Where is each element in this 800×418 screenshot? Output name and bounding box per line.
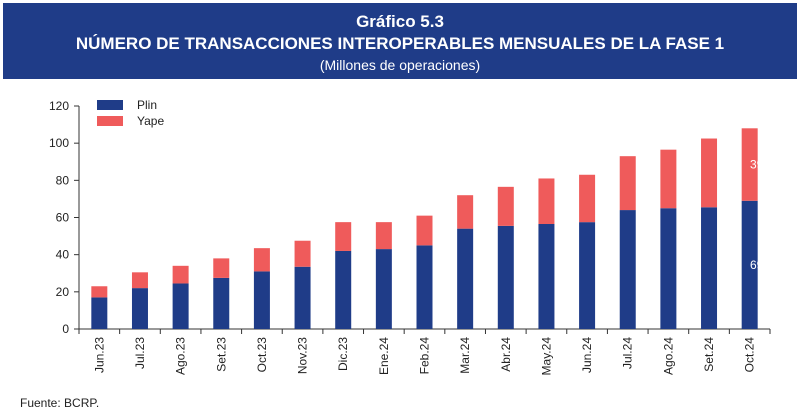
x-tick-label: Ago.23 [174,337,188,375]
y-tick-label: 20 [56,285,70,299]
bar-yape-dic-23 [335,222,352,251]
x-tick-label: Set.23 [214,337,228,372]
x-tick-label: Ago.24 [661,337,675,375]
bar-plin-ago-24 [660,208,677,329]
bar-yape-abr-24 [497,186,514,226]
bar-plin-set-23 [213,277,230,329]
bar-plin-may-24 [538,224,555,329]
x-tick-label: Jun.23 [92,337,106,373]
bar-yape-jun-23 [91,286,108,298]
y-tick-label: 100 [49,136,69,150]
x-tick-label: May.24 [539,337,553,376]
x-tick-label: Dic.23 [336,337,350,371]
bar-yape-oct-24 [741,128,758,201]
bar-yape-feb-24 [416,215,433,246]
bar-yape-jul-24 [619,156,636,211]
y-tick-label: 40 [56,248,70,262]
chart-bars [91,128,758,329]
y-tick-label: 0 [62,322,69,336]
bar-plin-set-24 [701,207,718,329]
y-tick-label: 120 [49,99,69,113]
legend-swatch-yape [97,116,123,126]
bar-plin-oct-24 [741,200,758,329]
bar-plin-oct-23 [253,271,270,329]
x-tick-label: Feb.24 [418,337,432,375]
bar-plin-jul-23 [131,288,148,329]
data-label-plin: 69 [750,258,764,272]
chart-labels: 69 39 [750,158,764,272]
bar-plin-dic-23 [335,250,352,329]
bar-plin-feb-24 [416,245,433,329]
bar-plin-mar-24 [457,228,474,329]
bar-plin-jun-24 [579,222,596,329]
bar-plin-jul-24 [619,210,636,329]
bar-yape-jun-24 [579,174,596,223]
bar-yape-nov-23 [294,240,311,267]
y-tick-label: 80 [56,173,70,187]
x-tick-label: Jun.24 [580,337,594,373]
bar-yape-set-23 [213,258,230,278]
chart-legend: Plin Yape [97,98,164,128]
bar-chart: 0 20 40 60 80 100 120 Jun.23 Jul.23 Ago.23 Set.23 O… [49,98,771,376]
bar-yape-jul-23 [131,272,148,289]
x-tick-label: Mar.24 [458,337,472,374]
chart-unit: (Millones de operaciones) [319,57,481,73]
y-tick-label: 60 [56,211,70,225]
chart-axes: 0 20 40 60 80 100 120 Jun.23 Jul.23 Ago.23 Set.23 O… [49,99,771,376]
x-tick-label: Abr.24 [499,337,513,372]
bar-yape-mar-24 [457,195,474,229]
source-note: Fuente: BCRP. [20,396,100,410]
x-tick-label: Set.24 [702,337,716,372]
bar-plin-ene-24 [375,249,392,329]
x-tick-label: Oct.24 [743,337,757,373]
bar-yape-set-24 [701,138,718,208]
bar-plin-nov-23 [294,266,311,329]
bar-plin-jun-23 [91,297,108,329]
chart-title: NÚMERO DE TRANSACCIONES INTEROPERABLES M… [75,34,725,53]
bar-yape-ene-24 [375,222,392,250]
x-tick-label: Jul.24 [621,337,635,369]
bar-plin-ago-23 [172,283,189,329]
bar-plin-abr-24 [497,225,514,329]
legend-label-plin: Plin [137,98,157,112]
x-tick-label: Oct.23 [255,337,269,373]
bar-yape-oct-23 [253,248,270,272]
bar-yape-may-24 [538,178,555,225]
data-label-yape: 39 [750,158,764,172]
chart-number-title: Gráfico 5.3 [356,12,444,31]
x-tick-label: Ene.24 [377,337,391,375]
legend-label-yape: Yape [137,114,164,128]
legend-swatch-plin [97,100,123,110]
x-tick-label: Nov.23 [296,337,310,374]
bar-yape-ago-24 [660,149,677,209]
x-tick-label: Jul.23 [133,337,147,369]
bar-yape-ago-23 [172,265,189,284]
chart-header: Gráfico 5.3 NÚMERO DE TRANSACCIONES INTE… [3,3,797,79]
